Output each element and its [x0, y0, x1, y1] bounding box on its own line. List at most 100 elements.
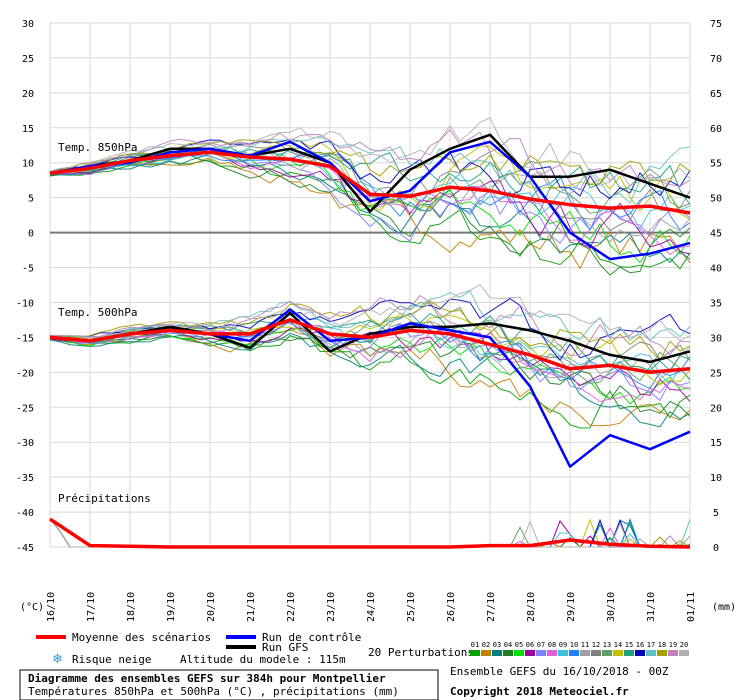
right-tick-label: 25 [710, 368, 722, 379]
x-tick-label: 29/10 [566, 592, 577, 622]
perturbation-line [49, 149, 691, 230]
right-tick-label: 10 [710, 473, 722, 484]
perturbation-number: 05 [515, 641, 523, 649]
perturbation-number: 19 [669, 641, 677, 649]
perturbation-swatch [547, 650, 557, 656]
x-tick-label: 19/10 [166, 592, 177, 622]
left-tick-label: -5 [22, 264, 34, 275]
perturbation-swatch [646, 650, 656, 656]
left-tick-label: -45 [16, 543, 34, 554]
right-tick-label: 45 [710, 229, 722, 240]
perturbation-number: 07 [537, 641, 545, 649]
right-tick-label: 5 [713, 508, 719, 519]
left-tick-label: 10 [22, 159, 34, 170]
x-tick-label: 31/10 [646, 592, 657, 622]
left-tick-label: -15 [16, 333, 34, 344]
perturbation-line [50, 294, 691, 356]
right-tick-label: 70 [710, 54, 722, 65]
x-tick-label: 28/10 [526, 592, 537, 622]
right-tick-label: 0 [713, 543, 719, 554]
left-tick-label: 15 [22, 124, 34, 135]
perturbation-swatch [591, 650, 601, 656]
right-tick-label: 75 [710, 19, 722, 30]
t850-mean-line [49, 150, 691, 215]
panel-label-t850: Temp. 850hPa [58, 141, 137, 154]
perturbation-number: 16 [636, 641, 644, 649]
perturbation-number: 08 [548, 641, 556, 649]
x-tick-label: 24/10 [366, 592, 377, 622]
left-tick-label: 5 [28, 194, 34, 205]
left-tick-label: 0 [28, 229, 34, 240]
right-tick-label: 20 [710, 403, 722, 414]
right-axis-unit: (mm) [712, 602, 736, 613]
chart-title: Diagramme des ensembles GEFS sur 384h po… [28, 672, 386, 685]
t850-gfs-line [49, 133, 691, 213]
perturbation-number: 03 [493, 641, 501, 649]
legend-mean-label: Moyenne des scénarios [72, 631, 211, 644]
perturbation-swatch [657, 650, 667, 656]
perturbation-swatch [470, 650, 480, 656]
title-box [19, 669, 439, 700]
perturbation-number: 12 [592, 641, 600, 649]
left-tick-label: -30 [16, 438, 34, 449]
x-axis-ticks: 16/10 17/10 18/10 19/10 20/10 21/10 22/10 23/10… [46, 592, 697, 622]
legend-snow-label: Risque neige [72, 653, 151, 666]
perturbation-line [49, 283, 691, 341]
perturbation-number: 10 [570, 641, 578, 649]
left-tick-label: -35 [16, 473, 34, 484]
right-tick-label: 15 [710, 438, 722, 449]
left-tick-label: -40 [16, 508, 34, 519]
chart-subtitle: Températures 850hPa et 500hPa (°C) , pré… [28, 685, 399, 698]
perturbation-line [49, 128, 691, 192]
perturbation-line [49, 322, 691, 403]
panel-label-t500: Temp. 500hPa [58, 306, 137, 319]
perturbation-swatch [536, 650, 546, 656]
perturbation-swatch [580, 650, 590, 656]
legend: Moyenne des scénarios Run de contrôle Ru… [36, 631, 689, 667]
perturbation-number: 13 [603, 641, 611, 649]
perturbation-swatch [481, 650, 491, 656]
left-axis-unit: (°C) [20, 602, 44, 613]
perturbation-line [49, 327, 691, 402]
x-tick-label: 18/10 [126, 592, 137, 622]
perturbation-swatch [514, 650, 524, 656]
perturbation-line [49, 332, 691, 428]
perturbation-number: 15 [625, 641, 633, 649]
x-tick-label: 22/10 [286, 592, 297, 622]
right-tick-label: 35 [710, 298, 722, 309]
perturbation-number: 02 [482, 641, 490, 649]
left-tick-label: 30 [22, 19, 34, 30]
perturbation-number: 18 [658, 641, 666, 649]
right-tick-label: 40 [710, 264, 722, 275]
perturbation-swatch [635, 650, 645, 656]
perturbation-number: 01 [471, 641, 479, 649]
x-tick-label: 27/10 [486, 592, 497, 622]
left-tick-label: -25 [16, 403, 34, 414]
perturbation-line [49, 300, 691, 362]
perturbation-number: 14 [614, 641, 622, 649]
x-tick-label: 25/10 [406, 592, 417, 622]
left-tick-label: -10 [16, 298, 34, 309]
x-tick-label: 17/10 [86, 592, 97, 622]
perturbation-swatch [525, 650, 535, 656]
run-info: Ensemble GEFS du 16/10/2018 - 00Z [450, 665, 669, 678]
perturbation-line [49, 148, 691, 244]
left-tick-label: -20 [16, 368, 34, 379]
perturbation-swatch [492, 650, 502, 656]
right-tick-label: 60 [710, 124, 722, 135]
left-tick-label: 20 [22, 89, 34, 100]
perturbation-swatches: 01 02 03 04 05 06 07 08 09 10 11 12 13 14 15 16 17 18 19 20 [470, 641, 689, 656]
perturbation-number: 06 [526, 641, 534, 649]
left-tick-label: 25 [22, 54, 34, 65]
precip-mean-line [49, 517, 691, 549]
perturbation-line [49, 154, 691, 276]
perturbation-number: 17 [647, 641, 655, 649]
perturbation-swatch [558, 650, 568, 656]
perturbation-number: 11 [581, 641, 589, 649]
perturbation-line [49, 117, 691, 187]
x-tick-label: 01/11 [686, 592, 697, 622]
right-tick-label: 30 [710, 333, 722, 344]
main-series [49, 133, 691, 549]
